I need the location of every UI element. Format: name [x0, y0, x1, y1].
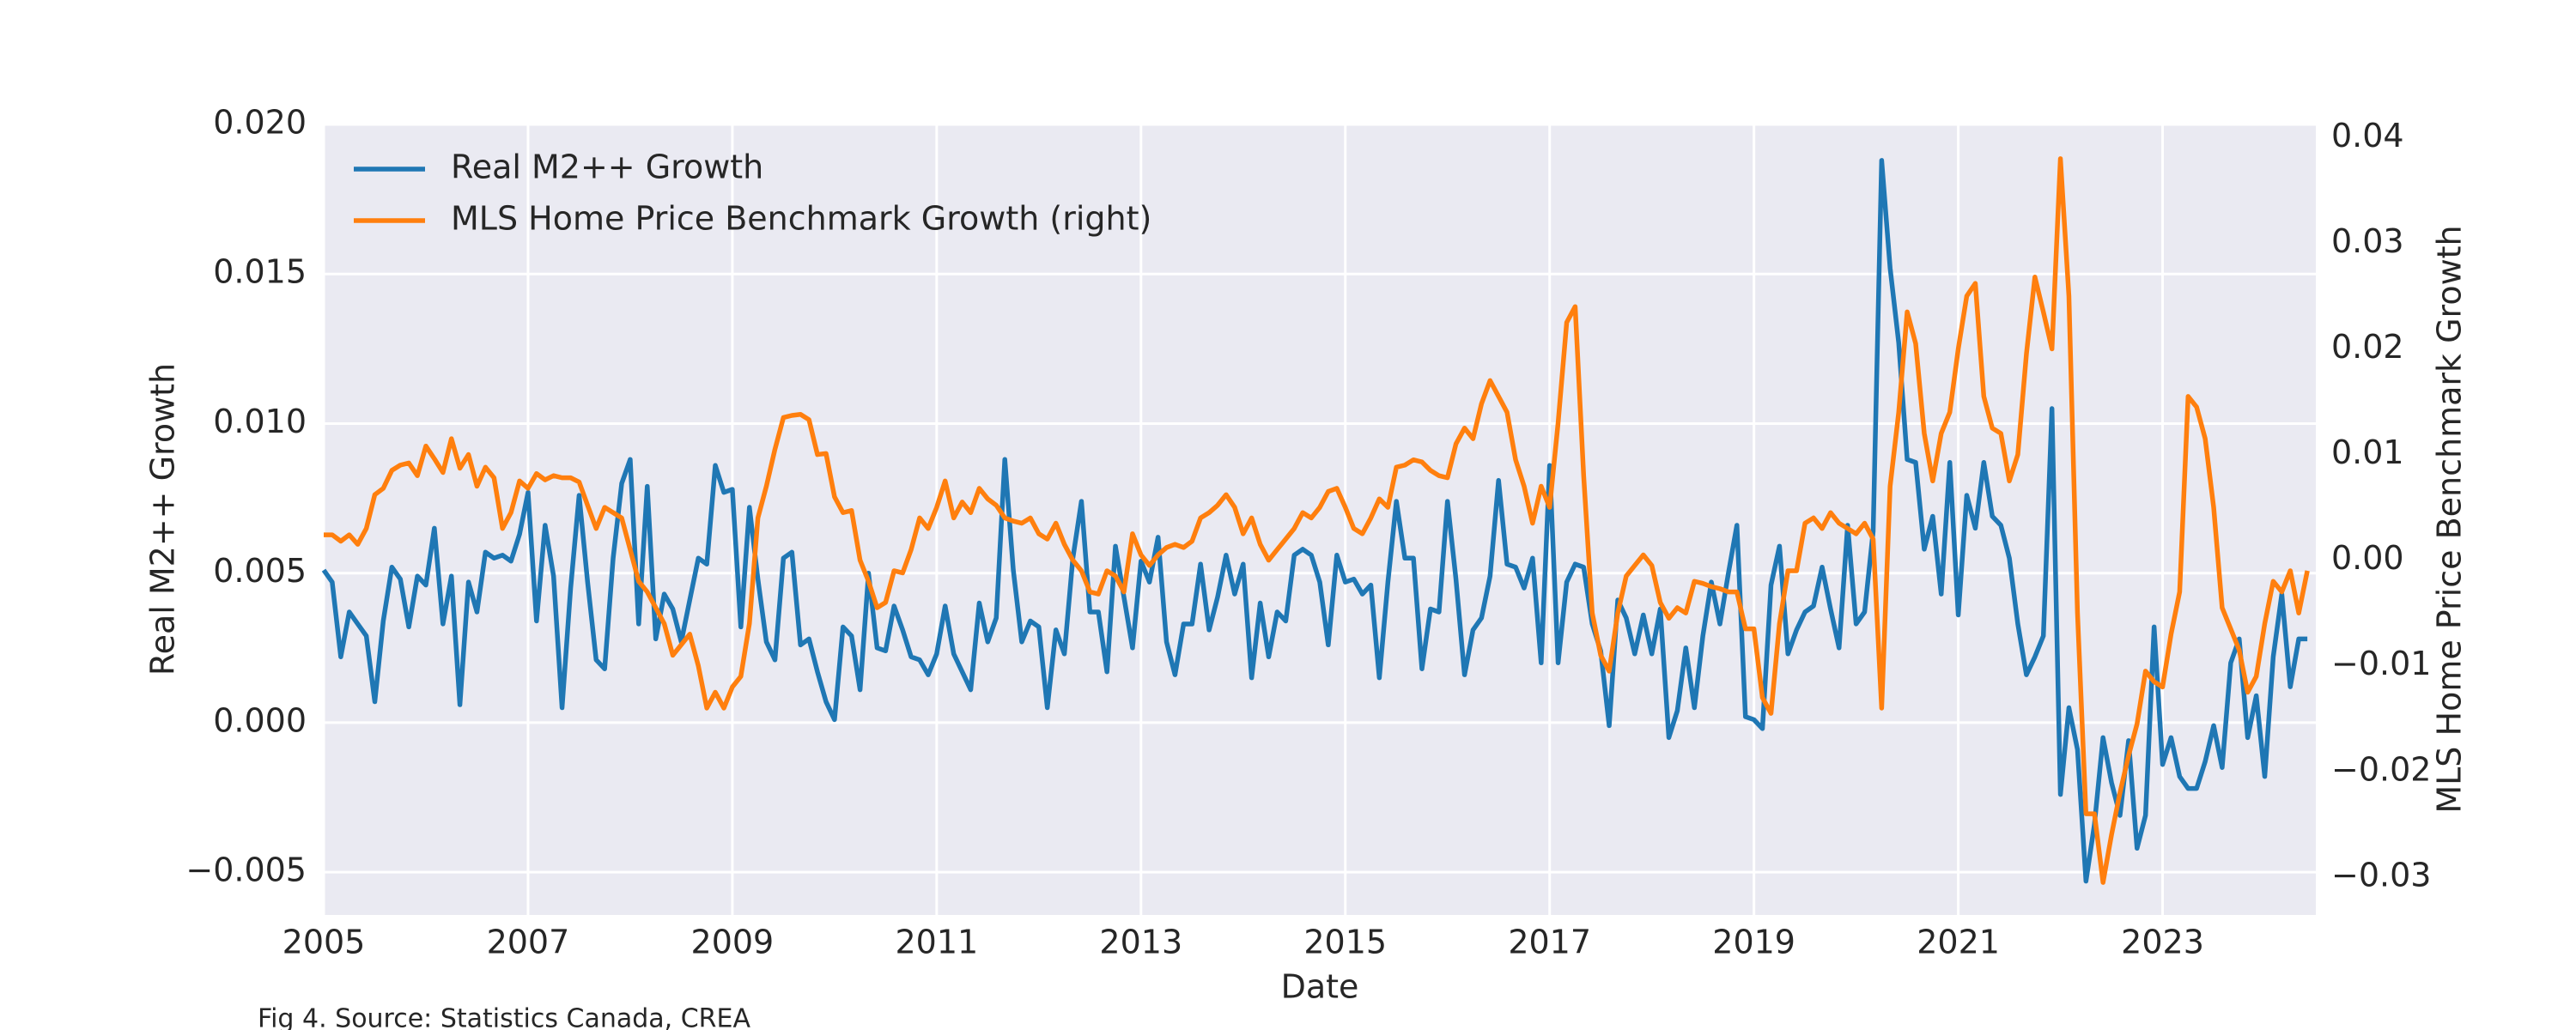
y-tick-label: 0.010 — [213, 403, 307, 440]
y2-axis-label: MLS Home Price Benchmark Growth — [2431, 225, 2469, 813]
y-tick-label: 0.015 — [213, 253, 307, 291]
x-tick-label: 2021 — [1917, 924, 2000, 961]
y2-tick-label: 0.03 — [2331, 222, 2404, 260]
lines — [321, 156, 2310, 885]
x-tick-label: 2011 — [895, 924, 978, 961]
y2-tick-label: −0.01 — [2331, 645, 2431, 682]
x-tick-label: 2015 — [1303, 924, 1387, 961]
y-tick-label: 0.000 — [213, 701, 307, 739]
legend-label: Real M2++ Growth — [451, 148, 763, 186]
legend: Real M2++ Growth MLS Home Price Benchmark… — [354, 148, 1151, 238]
x-tick-label: 2023 — [2121, 924, 2204, 961]
grid — [322, 123, 2316, 915]
x-tick-label: 2019 — [1712, 924, 1795, 961]
y2-tick-label: 0.01 — [2331, 433, 2404, 471]
y2-tick-label: −0.03 — [2331, 856, 2431, 894]
x-tick-label: 2013 — [1099, 924, 1182, 961]
y-axis-label: Real M2++ Growth — [144, 363, 182, 676]
y-tick-label: −0.005 — [185, 851, 307, 889]
series-line — [324, 156, 2310, 885]
x-tick-label: 2005 — [283, 924, 366, 961]
y2-tick-label: 0.02 — [2331, 328, 2404, 366]
caption: Fig 4. Source: Statistics Canada, CREA — [258, 1004, 750, 1030]
y-tick-label: 0.005 — [213, 552, 307, 590]
x-axis-label: Date — [1281, 968, 1359, 1006]
y2-tick-label: −0.02 — [2331, 750, 2431, 788]
x-tick-label: 2009 — [691, 924, 775, 961]
y2-tick-label: 0.04 — [2331, 117, 2404, 154]
x-tick-label: 2017 — [1508, 924, 1591, 961]
y2-tick-label: 0.00 — [2331, 539, 2404, 577]
y-tick-label: 0.020 — [213, 104, 307, 142]
plot-background — [324, 124, 2316, 915]
x-tick-label: 2007 — [487, 924, 570, 961]
ticks: 2005 2007 2009 2011 2013 2015 2017 2019 2021 2023… — [185, 104, 2431, 961]
legend-label: MLS Home Price Benchmark Growth (right) — [451, 200, 1151, 238]
series-line — [321, 158, 2308, 884]
